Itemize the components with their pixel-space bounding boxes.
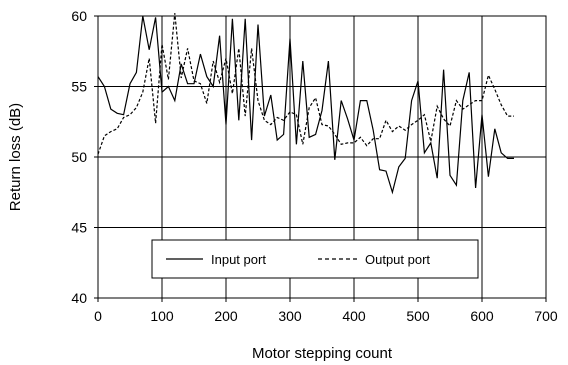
series-lines (97, 13, 514, 195)
y-tick-label: 45 (71, 220, 87, 236)
y-tick-label: 50 (71, 149, 87, 165)
x-tick-label: 700 (534, 308, 558, 324)
axis-ticks: 0 100 200 300 400 500 600 700 40 45 50 55 60 (71, 8, 557, 324)
legend-label-input-port: Input port (211, 252, 266, 267)
y-tick-label: 60 (71, 8, 87, 24)
y-tick-label: 40 (71, 290, 87, 306)
grid-lines (98, 16, 546, 298)
x-tick-label: 100 (150, 308, 174, 324)
x-axis-title: Motor stepping count (252, 345, 393, 362)
x-tick-label: 500 (406, 308, 430, 324)
legend: Input port Output port (151, 239, 479, 279)
legend-box (151, 239, 479, 279)
series-line-input-port (97, 15, 514, 195)
y-tick-label: 55 (71, 79, 87, 95)
x-tick-label: 400 (342, 308, 366, 324)
series-line-output-port (97, 13, 514, 155)
x-tick-label: 0 (94, 308, 102, 324)
y-axis-title: Return loss (dB) (7, 103, 24, 211)
x-tick-label: 300 (278, 308, 302, 324)
x-tick-label: 600 (470, 308, 494, 324)
legend-label-output-port: Output port (365, 252, 430, 267)
x-tick-label: 200 (214, 308, 238, 324)
